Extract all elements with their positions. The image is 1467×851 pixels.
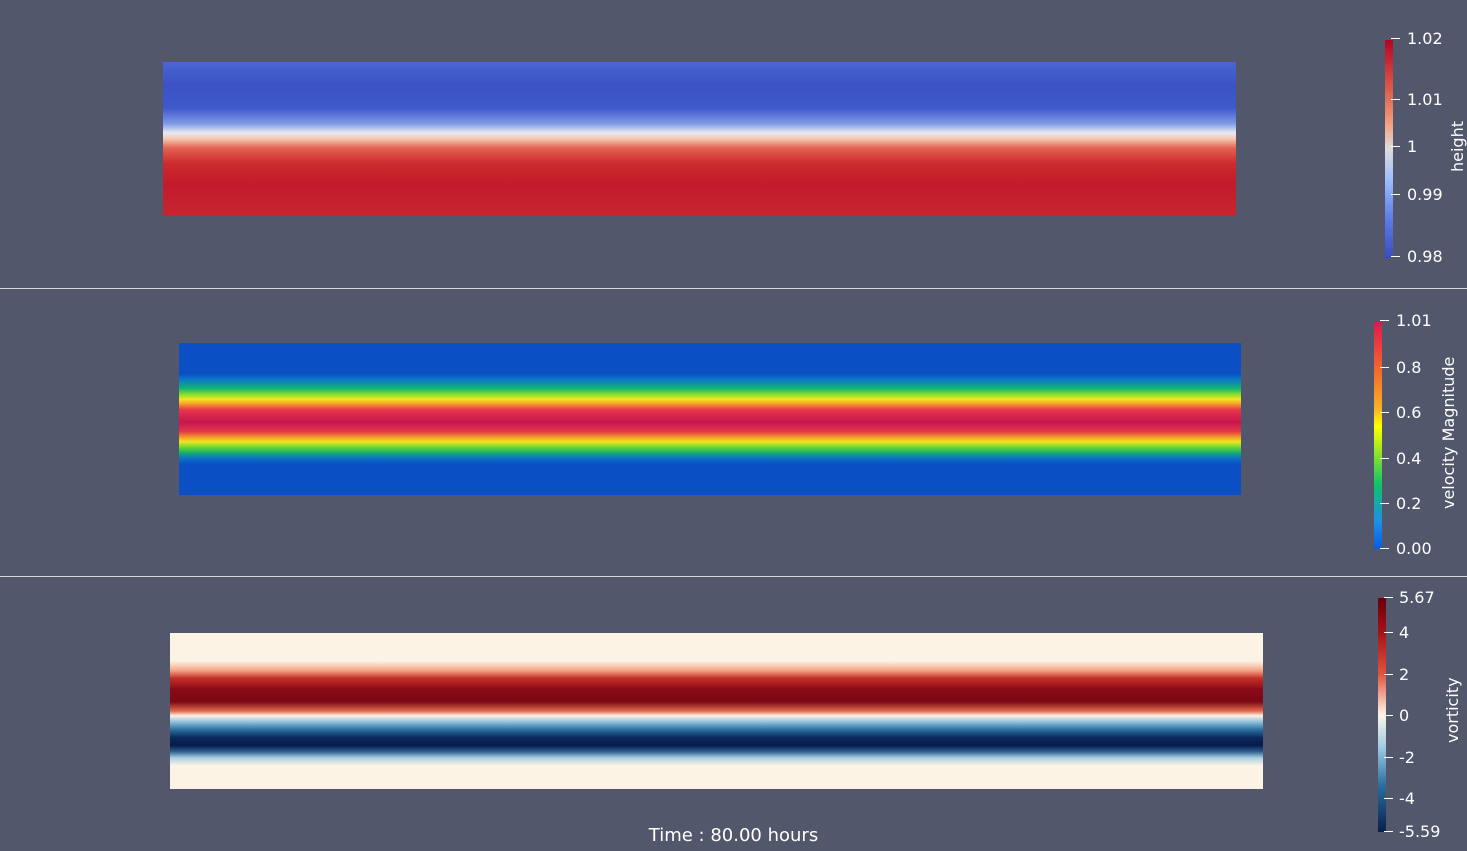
vorticity-tick-label: -2 [1399, 748, 1415, 767]
height-colorbar [1385, 40, 1393, 258]
vorticity-tick-label: -4 [1399, 789, 1415, 808]
vorticity-field-render [170, 633, 1263, 789]
vorticity-tick-label: -5.59 [1399, 822, 1441, 841]
velocity-tick-label: 0.2 [1396, 494, 1422, 513]
height-tick-label: 0.99 [1407, 185, 1443, 204]
height-field-render [163, 62, 1236, 216]
velocity-tick-label: 0.8 [1396, 358, 1422, 377]
velocity-tick-label: 1.01 [1396, 311, 1432, 330]
panel-divider [0, 288, 1467, 289]
vorticity-tick-label: 2 [1399, 665, 1410, 684]
vorticity-tick-label: 5.67 [1399, 588, 1435, 607]
height-tick-label: 1.02 [1407, 29, 1443, 48]
vorticity-colorbar-title: vorticity [1443, 677, 1462, 743]
height-panel: 1.02 1.01 1 0.99 0.98 height [0, 0, 1467, 288]
velocity-tick-label: 0.4 [1396, 449, 1422, 468]
velocity-colorbar [1374, 322, 1382, 549]
velocity-colorbar-title: velocity Magnitude [1439, 356, 1458, 509]
vorticity-panel: 5.67 4 2 0 -2 -4 -5.59 vorticity [0, 577, 1467, 851]
vorticity-tick-label: 0 [1399, 706, 1410, 725]
vorticity-colorbar [1378, 598, 1386, 832]
time-annotation: Time : 80.00 hours [648, 825, 819, 846]
panel-divider [0, 576, 1467, 577]
velocity-field-render [179, 343, 1241, 495]
vorticity-tick-label: 4 [1399, 623, 1410, 642]
velocity-tick-label: 0.6 [1396, 403, 1422, 422]
velocity-panel: 1.01 0.8 0.6 0.4 0.2 0.00 velocity Magni… [0, 289, 1467, 576]
height-tick-label: 1 [1407, 137, 1418, 156]
height-tick-label: 0.98 [1407, 247, 1443, 266]
velocity-tick-label: 0.00 [1396, 539, 1432, 558]
height-tick-label: 1.01 [1407, 90, 1443, 109]
height-colorbar-title: height [1448, 121, 1467, 172]
